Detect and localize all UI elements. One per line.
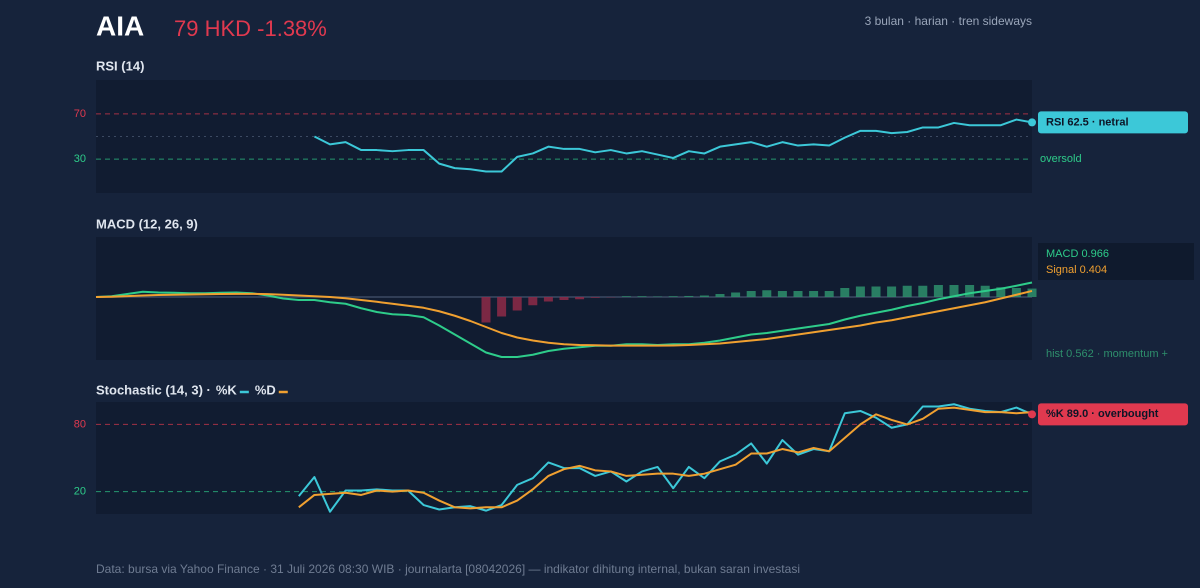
ticker: AIA bbox=[96, 10, 144, 41]
histogram-bar bbox=[559, 297, 569, 300]
legend-label: MACD 0.966 bbox=[1046, 248, 1109, 260]
badge-text: %K 89.0 · overbought bbox=[1046, 408, 1159, 420]
panel-title: Stochastic (14, 3) · bbox=[96, 382, 211, 397]
legend-box bbox=[1038, 243, 1194, 280]
histogram-bar bbox=[637, 296, 647, 297]
y-tick-label: 30 bbox=[74, 153, 86, 165]
histogram-bar bbox=[933, 285, 943, 297]
histogram-bar bbox=[918, 285, 928, 297]
histogram-bar bbox=[793, 291, 803, 297]
histogram-bar bbox=[871, 286, 881, 297]
legend-label: %D bbox=[255, 382, 276, 397]
histogram-bar bbox=[996, 287, 1006, 297]
histogram-bar bbox=[949, 285, 959, 297]
histogram-bar bbox=[684, 295, 694, 297]
histogram-bar bbox=[731, 292, 741, 297]
plot-area bbox=[96, 402, 1032, 514]
histogram-bar bbox=[543, 297, 553, 302]
histogram-bar bbox=[590, 297, 600, 298]
histogram-bar bbox=[497, 297, 507, 317]
histogram-bar bbox=[840, 288, 850, 297]
histogram-bar bbox=[1027, 288, 1037, 297]
histogram-bar bbox=[746, 291, 756, 297]
series-line bbox=[298, 403, 1033, 513]
histogram-bar bbox=[824, 291, 834, 297]
histogram-bar bbox=[528, 297, 538, 306]
last-point bbox=[1028, 410, 1036, 419]
y-tick-label: 80 bbox=[74, 418, 86, 430]
histogram-bar bbox=[621, 296, 631, 297]
level-note: oversold bbox=[1040, 153, 1082, 165]
histogram-bar bbox=[902, 285, 912, 297]
histogram-label: hist 0.562 · momentum + bbox=[1046, 348, 1168, 360]
price: 79 HKD -1.38% bbox=[174, 16, 327, 41]
badge bbox=[1038, 403, 1188, 426]
histogram-bar bbox=[575, 297, 585, 300]
badge-text: RSI 62.5 · netral bbox=[1046, 116, 1129, 128]
histogram-bar bbox=[762, 290, 772, 297]
badge bbox=[1038, 111, 1188, 134]
legend-label: %K bbox=[216, 382, 238, 397]
last-point bbox=[1028, 118, 1036, 127]
histogram-bar bbox=[1011, 288, 1021, 297]
histogram-bar bbox=[668, 296, 678, 297]
series-line bbox=[298, 406, 1033, 510]
histogram-bar bbox=[512, 297, 522, 311]
histogram-bar bbox=[777, 291, 787, 297]
histogram-bar bbox=[481, 297, 491, 323]
histogram-bar bbox=[699, 295, 709, 297]
subtitle: 3 bulan · harian · tren sideways bbox=[865, 14, 1032, 28]
histogram-bar bbox=[809, 291, 819, 297]
panel-title: MACD (12, 26, 9) bbox=[96, 216, 198, 231]
footer: Data: bursa via Yahoo Finance · 31 Juli … bbox=[96, 562, 800, 576]
y-tick-label: 20 bbox=[74, 486, 86, 498]
y-tick-label: 70 bbox=[74, 108, 86, 120]
histogram-bar bbox=[855, 286, 865, 297]
histogram-bar bbox=[715, 294, 725, 297]
series-line bbox=[95, 289, 1033, 347]
histogram-bar bbox=[965, 285, 975, 297]
legend-label: Signal 0.404 bbox=[1046, 264, 1107, 276]
series-line bbox=[313, 118, 1033, 173]
histogram-bar bbox=[887, 286, 897, 297]
panel-title: RSI (14) bbox=[96, 58, 144, 73]
